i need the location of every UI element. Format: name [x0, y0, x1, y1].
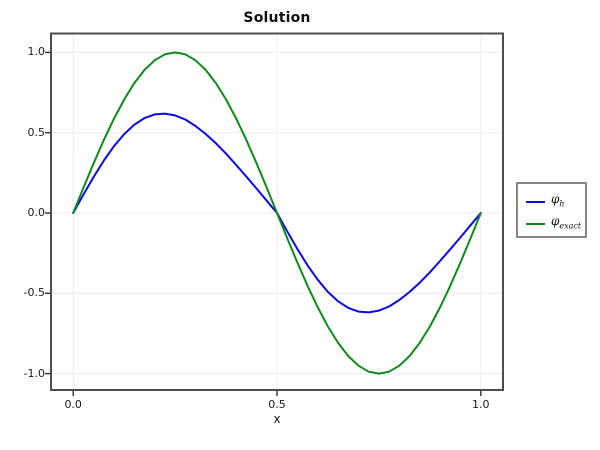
- x-tick-label: 1.0: [472, 398, 490, 411]
- y-tick-label: 0.0: [27, 206, 46, 219]
- curve-phi-exact: [72, 51, 482, 375]
- y-tick-label: 0.5: [27, 125, 46, 139]
- legend-item-phi-h: φh: [526, 191, 585, 213]
- phi-exact-line-sample-icon: [526, 223, 545, 225]
- phi-exact-subscript: exact: [559, 221, 582, 231]
- x-tick-label: 0.0: [64, 398, 82, 411]
- y-tick-label: -0.5: [23, 286, 45, 300]
- x-tick-label: 0.5: [268, 398, 286, 411]
- phi-h-line-sample-icon: [526, 201, 545, 203]
- legend-label-phi-exact: φexact: [551, 215, 581, 232]
- x-axis-label: x: [273, 412, 281, 426]
- plot-title: Solution: [243, 10, 311, 26]
- phi-symbol: φ: [551, 214, 560, 229]
- plot-frame: [50, 32, 504, 391]
- legend: φh φexact: [516, 182, 587, 238]
- legend-item-phi-exact: φexact: [526, 213, 585, 235]
- legend-label-phi-h: φh: [551, 193, 565, 210]
- phi-h-subscript: h: [559, 199, 565, 209]
- y-tick-label: -1.0: [23, 366, 45, 380]
- phi-symbol: φ: [551, 192, 560, 207]
- y-tick-label: 1.0: [27, 45, 46, 59]
